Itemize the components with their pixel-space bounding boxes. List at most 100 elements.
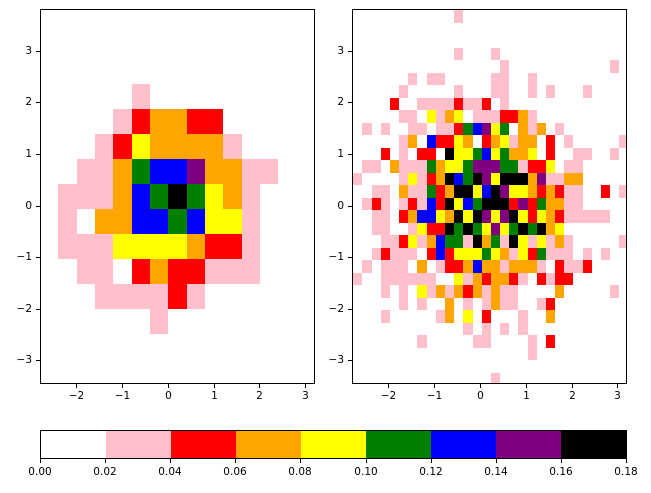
heatmap-cell: [555, 235, 564, 248]
heatmap-cell: [500, 235, 509, 248]
heatmap-cell: [537, 160, 546, 173]
heatmap-cell: [482, 135, 491, 148]
heatmap-cell: [509, 285, 518, 298]
heatmap-cell: [555, 285, 564, 298]
colorbar-tick-label: 0.18: [614, 466, 638, 478]
heatmap-cell: [518, 235, 528, 248]
heatmap-cell: [482, 310, 491, 323]
heatmap-cell: [509, 260, 518, 273]
heatmap-cell: [150, 259, 168, 284]
heatmap-cell: [473, 210, 482, 223]
heatmap-cell: [454, 85, 463, 98]
heatmap-cell: [390, 160, 399, 173]
y-tick-label: 2: [25, 96, 32, 108]
heatmap-cell: [150, 284, 168, 309]
heatmap-cell: [482, 273, 491, 285]
heatmap-cell: [399, 110, 408, 123]
heatmap-cell: [427, 173, 436, 185]
heatmap-cell: [491, 173, 500, 185]
heatmap-cell: [463, 98, 473, 110]
colorbar-tick: [626, 459, 627, 463]
colorbar-tick: [300, 459, 301, 463]
heatmap-cell: [555, 173, 564, 185]
heatmap-cell: [187, 234, 205, 259]
heatmap-cell: [500, 123, 509, 135]
heatmap-cell: [482, 335, 491, 348]
heatmap-cell: [546, 223, 555, 235]
heatmap-cell: [436, 110, 445, 123]
colorbar-tick: [235, 459, 236, 463]
heatmap-cell: [58, 184, 77, 209]
heatmap-cell: [473, 98, 482, 110]
heatmap-cell: [372, 185, 381, 198]
x-tick: [168, 384, 169, 388]
heatmap-cell: [482, 210, 491, 223]
heatmap-cell: [427, 210, 436, 223]
heatmap-cell: [417, 98, 427, 110]
heatmap-cell: [500, 73, 509, 85]
heatmap-cell: [454, 148, 463, 160]
heatmap-cell: [564, 173, 573, 185]
heatmap-cell: [491, 273, 500, 285]
heatmap-cell: [454, 198, 463, 210]
heatmap-cell: [454, 10, 463, 23]
heatmap-cell: [500, 323, 509, 335]
left-heatmap-axes: [40, 9, 315, 384]
heatmap-cell: [399, 185, 408, 198]
heatmap-cell: [399, 235, 408, 248]
heatmap-cell: [537, 123, 546, 135]
heatmap-cell: [223, 159, 242, 184]
heatmap-cell: [482, 160, 491, 173]
heatmap-cell: [555, 198, 564, 210]
heatmap-cell: [528, 223, 537, 235]
heatmap-cell: [427, 73, 436, 85]
y-tick-label: −3: [328, 354, 344, 366]
colorbar-segment-orange: [236, 431, 301, 458]
heatmap-cell: [537, 260, 546, 273]
colorbar-tick: [496, 459, 497, 463]
heatmap-cell: [187, 109, 205, 134]
heatmap-cell: [362, 260, 372, 273]
heatmap-cell: [408, 160, 417, 173]
heatmap-cell: [187, 134, 205, 159]
heatmap-cell: [205, 184, 223, 209]
heatmap-cell: [417, 210, 427, 223]
heatmap-cell: [491, 198, 500, 210]
y-tick: [348, 51, 352, 52]
heatmap-cell: [500, 85, 509, 98]
heatmap-cell: [390, 235, 399, 248]
heatmap-cell: [168, 184, 187, 209]
heatmap-cell: [58, 209, 77, 234]
heatmap-cell: [408, 135, 417, 148]
heatmap-cell: [132, 209, 150, 234]
heatmap-cell: [482, 285, 491, 298]
x-tick-label: 3: [302, 390, 309, 402]
y-tick-label: 1: [25, 148, 32, 160]
heatmap-cell: [619, 185, 626, 198]
heatmap-cell: [427, 98, 436, 110]
heatmap-cell: [555, 273, 564, 285]
heatmap-cell: [482, 110, 491, 123]
heatmap-cell: [408, 235, 417, 248]
heatmap-cell: [454, 110, 463, 123]
heatmap-cell: [436, 210, 445, 223]
heatmap-cell: [95, 234, 113, 259]
heatmap-cell: [518, 310, 528, 323]
heatmap-cell: [583, 148, 592, 160]
y-tick: [348, 206, 352, 207]
colorbar-tick-label: 0.10: [354, 466, 378, 478]
heatmap-cell: [205, 209, 223, 234]
heatmap-cell: [77, 159, 95, 184]
heatmap-cell: [150, 184, 168, 209]
y-tick: [348, 360, 352, 361]
heatmap-cell: [132, 109, 150, 134]
heatmap-cell: [417, 273, 427, 285]
heatmap-cell: [150, 134, 168, 159]
heatmap-cell: [408, 248, 417, 260]
heatmap-cell: [427, 235, 436, 248]
x-tick: [526, 384, 527, 388]
y-tick: [36, 257, 40, 258]
x-tick: [434, 384, 435, 388]
heatmap-cell: [390, 248, 399, 260]
heatmap-cell: [473, 235, 482, 248]
